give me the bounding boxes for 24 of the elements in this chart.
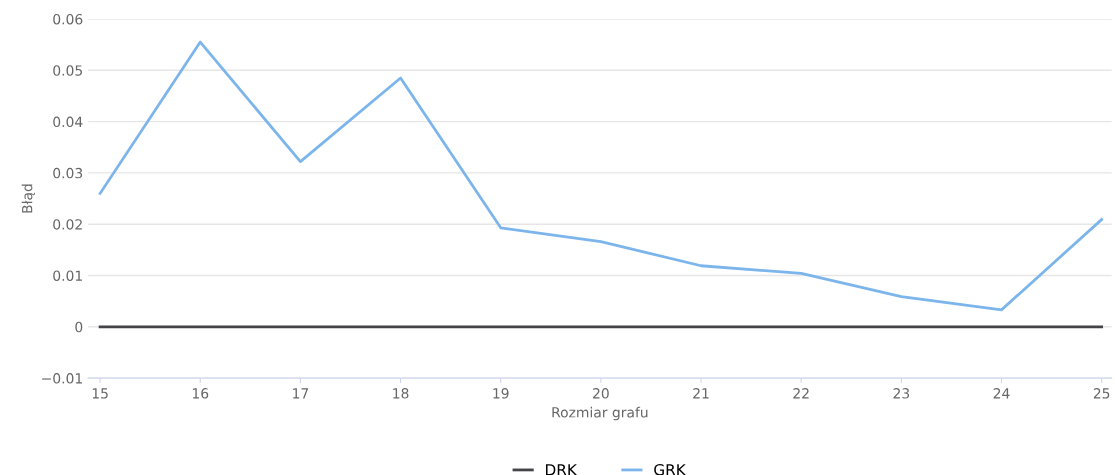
y-tick-label: 0.03	[53, 167, 83, 179]
x-tick-label: 20	[593, 388, 609, 399]
y-tick-label: −0.01	[42, 373, 82, 384]
y-tick-label: 0.05	[53, 65, 83, 76]
legend-label: GRK	[654, 463, 687, 475]
y-tick-label: 0.06	[53, 13, 83, 25]
x-tick-label: 25	[1093, 388, 1110, 399]
legend-label: DRK	[546, 464, 578, 475]
x-tick-label: 17	[293, 388, 309, 399]
y-tick-label: 0.04	[53, 116, 83, 128]
x-tick-label: 18	[393, 388, 409, 399]
y-tick-label: 0.02	[53, 219, 82, 230]
line-series	[98, 40, 1104, 312]
x-tick-label: 23	[893, 388, 910, 399]
x-tick-label: 21	[693, 388, 709, 399]
x-axis-title: Rozmiar grafu	[552, 406, 648, 421]
x-tick-label: 22	[793, 388, 809, 399]
x-tick-label: 24	[993, 388, 1010, 399]
x-tick-label: 19	[493, 388, 509, 399]
x-tick-label: 16	[192, 388, 209, 399]
x-tick-label: 15	[92, 388, 108, 399]
y-tick-label: 0.01	[53, 270, 82, 281]
y-axis-title: Błąd	[21, 184, 35, 213]
y-tick-label: 0	[75, 321, 83, 333]
